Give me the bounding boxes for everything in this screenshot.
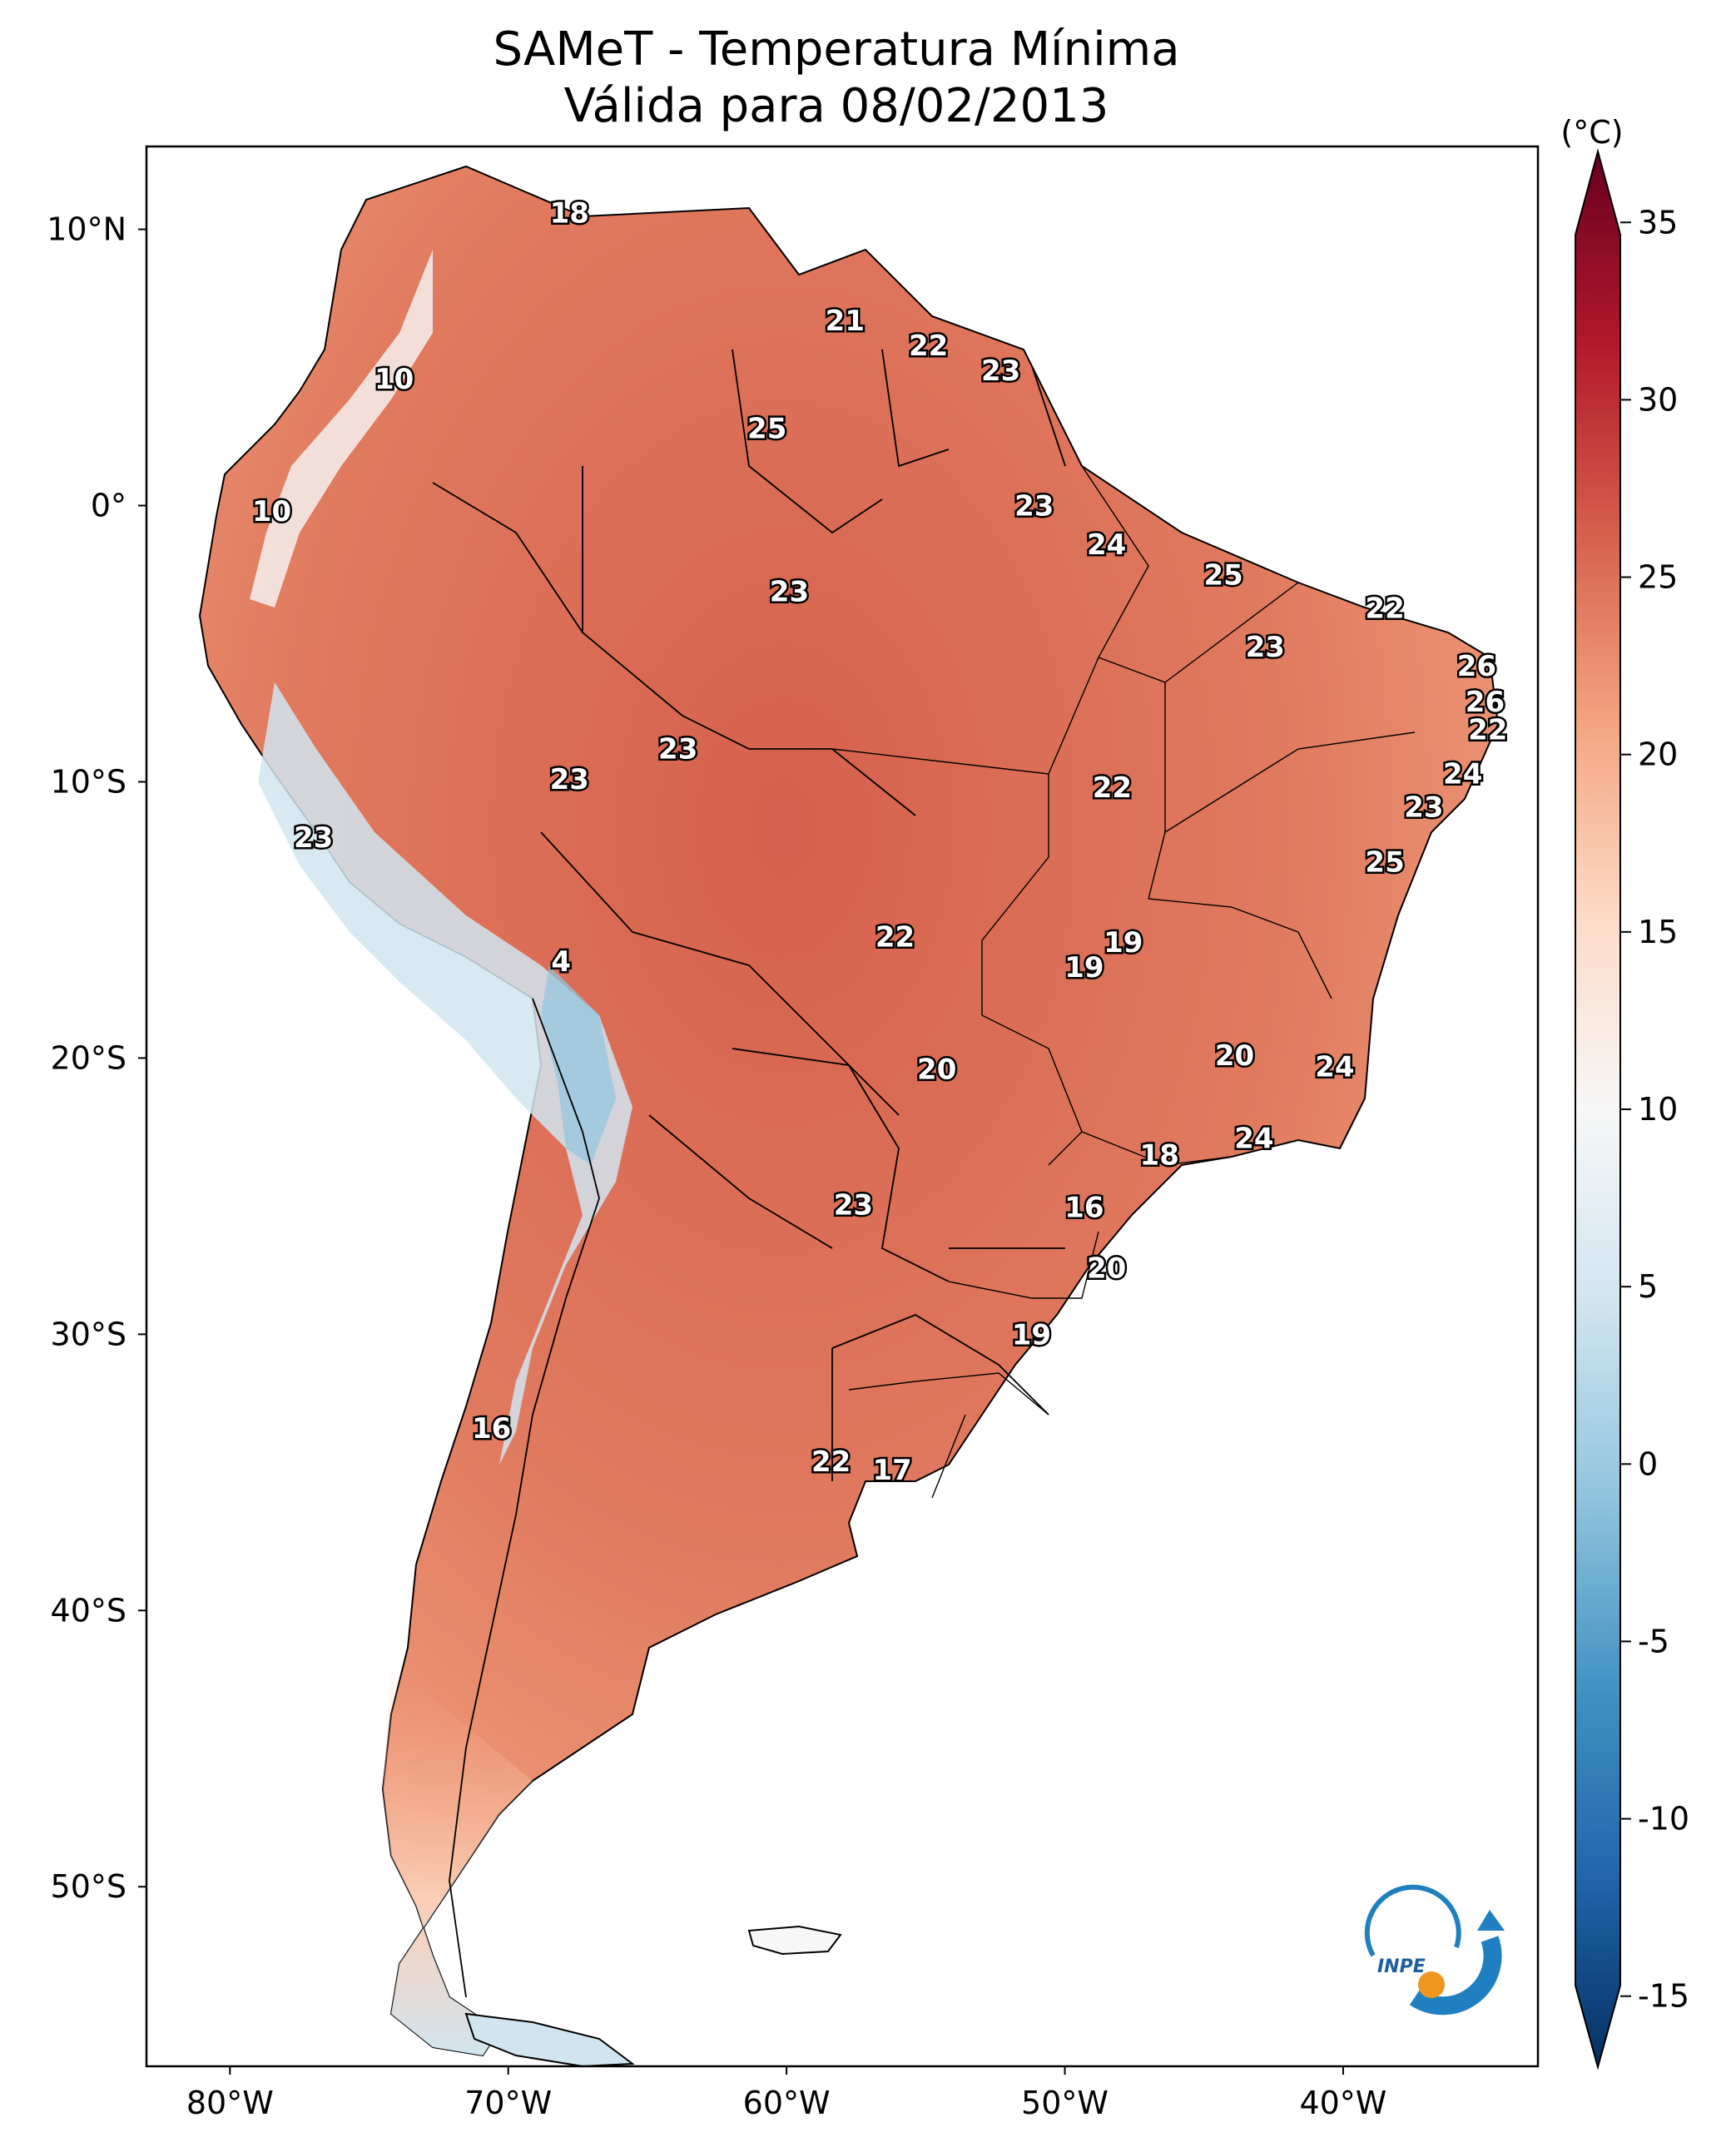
- station-value: 24: [1234, 1123, 1273, 1156]
- axis-ticks: [138, 228, 1344, 2075]
- tierra-del-fuego: [464, 2012, 635, 2066]
- colorbar-tick-label: 0: [1638, 1445, 1658, 1482]
- station-value: 19: [1064, 951, 1104, 984]
- station-value: 20: [1087, 1252, 1126, 1286]
- colorbar-tick-label: 20: [1638, 736, 1678, 773]
- lon-label: 60°W: [743, 2085, 831, 2121]
- station-value: 17: [873, 1454, 912, 1487]
- station-value: 26: [1457, 650, 1496, 683]
- andes-cold-region: [258, 682, 632, 1465]
- station-value: 10: [374, 363, 414, 396]
- colorbar-tick-label: 25: [1638, 559, 1678, 596]
- lat-label: 50°S: [51, 1868, 126, 1905]
- station-value: 22: [1093, 771, 1132, 805]
- station-value: 20: [1215, 1039, 1254, 1073]
- colorbar: (°C) 35 30 25 20 15 10 5 0 -5 -10 -15: [1560, 114, 1689, 2070]
- colorbar-tick-label: 15: [1638, 914, 1678, 950]
- altiplano-cold-core: [541, 965, 616, 1165]
- colorbar-tick-label: -5: [1638, 1623, 1669, 1659]
- map-frame: [145, 145, 1540, 2068]
- station-value: 18: [550, 197, 589, 231]
- station-value: 23: [294, 821, 333, 855]
- map-subtitle: Válida para 08/02/2013: [563, 79, 1109, 133]
- inpe-logo-text: INPE: [1377, 1956, 1426, 1977]
- station-value: 20: [917, 1054, 956, 1087]
- station-value: 18: [1140, 1139, 1179, 1173]
- station-value: 4: [551, 945, 571, 979]
- station-value: 21: [826, 305, 865, 338]
- station-value: 23: [834, 1188, 873, 1222]
- lon-label: 80°W: [186, 2085, 274, 2121]
- state-borders: [831, 465, 1416, 1499]
- falkland-islands: [747, 1925, 842, 1956]
- station-value: 23: [770, 575, 809, 608]
- lat-label: 0°: [91, 488, 126, 524]
- station-value: 22: [1468, 713, 1507, 746]
- lat-label: 20°S: [51, 1039, 126, 1076]
- colorbar-ticks: 35 30 25 20 15 10 5 0 -5 -10 -15: [1620, 204, 1689, 2015]
- station-value: 19: [1104, 926, 1143, 959]
- colorbar-tick-label: 10: [1638, 1091, 1678, 1128]
- station-value: 26: [1466, 686, 1505, 719]
- lon-label: 50°W: [1021, 2085, 1109, 2121]
- colorbar-tick-label: 30: [1638, 381, 1678, 418]
- station-value: 25: [1203, 559, 1242, 593]
- station-value: 22: [811, 1445, 851, 1479]
- station-value: 23: [658, 733, 697, 766]
- station-value: 22: [875, 920, 915, 954]
- colombia-andes-cold: [250, 250, 433, 607]
- lat-label: 10°N: [47, 211, 126, 248]
- station-value: 16: [472, 1412, 511, 1445]
- colorbar-tick-label: -10: [1638, 1801, 1689, 1837]
- station-value: 23: [981, 355, 1020, 388]
- station-value: 24: [1443, 758, 1482, 791]
- colorbar-unit: (°C): [1560, 114, 1623, 151]
- colorbar-tick-label: 5: [1638, 1268, 1658, 1305]
- station-value: 19: [1012, 1318, 1051, 1351]
- station-value: 10: [252, 495, 291, 528]
- lat-label: 40°S: [51, 1592, 126, 1629]
- station-value: 23: [1404, 791, 1443, 824]
- station-value: 24: [1087, 528, 1126, 562]
- map-title: SAMeT - Temperatura Mínima: [493, 22, 1180, 77]
- lat-label: 10°S: [51, 763, 126, 800]
- inpe-logo: INPE: [1364, 1884, 1505, 2016]
- lon-label: 40°W: [1299, 2085, 1386, 2121]
- lat-label: 30°S: [51, 1316, 126, 1352]
- colorbar-gradient: [1575, 148, 1621, 2070]
- latitude-labels: 10°N 0° 10°S 20°S 30°S 40°S 50°S: [47, 211, 126, 1906]
- station-value: 22: [1365, 592, 1404, 625]
- colorbar-tick-label: 35: [1638, 204, 1678, 240]
- station-value: 22: [909, 330, 948, 363]
- lon-label: 70°W: [464, 2085, 552, 2121]
- colorbar-tick-label: -15: [1638, 1978, 1689, 2015]
- station-value: 23: [1246, 631, 1285, 664]
- station-value: 25: [747, 413, 786, 446]
- station-value: 24: [1315, 1050, 1354, 1083]
- longitude-labels: 80°W 70°W 60°W 50°W 40°W: [186, 2085, 1387, 2121]
- station-value: 23: [550, 763, 589, 796]
- station-value: 25: [1365, 846, 1404, 880]
- station-value: 16: [1064, 1192, 1104, 1225]
- station-value: 23: [1014, 490, 1054, 523]
- patagonia-cool-region: [383, 1664, 533, 2055]
